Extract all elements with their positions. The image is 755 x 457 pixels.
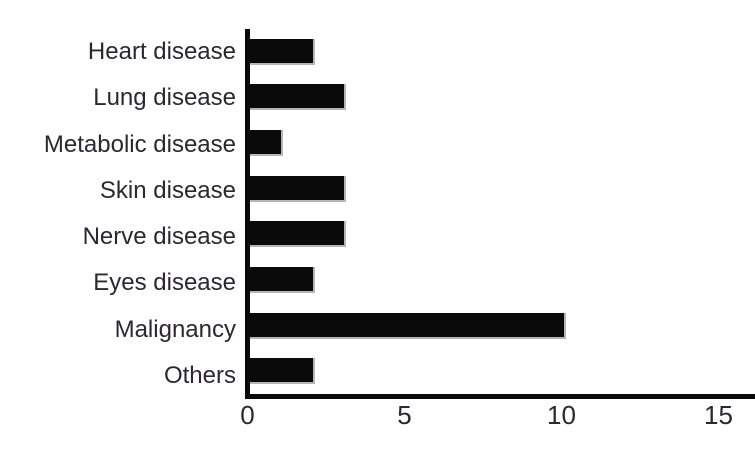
- category-label: Heart disease: [87, 38, 236, 66]
- bar-row: [250, 120, 755, 166]
- bar: [250, 221, 347, 248]
- x-tick-label: 10: [547, 400, 576, 430]
- bar: [250, 38, 315, 65]
- x-axis-ticks: 0 5 10 15: [240, 399, 755, 435]
- category-labels: Heart disease Lung disease Metabolic disea…: [40, 29, 245, 399]
- bar: [250, 84, 347, 111]
- bar-row: [250, 348, 755, 394]
- x-tick-label: 0: [240, 400, 255, 430]
- bar: [250, 358, 315, 385]
- bar: [250, 130, 284, 157]
- bar: [250, 175, 347, 202]
- chart-body: Heart disease Lung disease Metabolic disea…: [40, 29, 755, 399]
- bar-row: [250, 257, 755, 303]
- category-label: Others: [163, 361, 236, 389]
- category-label: Nerve disease: [82, 223, 236, 251]
- category-label: Eyes disease: [93, 269, 236, 297]
- category-label: Lung disease: [93, 84, 236, 112]
- bar-row: [250, 75, 755, 121]
- bar-row: [250, 303, 755, 349]
- plot-area: [245, 29, 755, 399]
- bar-row: [250, 212, 755, 258]
- category-label: Skin disease: [99, 176, 236, 204]
- horizontal-bar-chart: Heart disease Lung disease Metabolic disea…: [40, 16, 755, 441]
- bar-row: [250, 29, 755, 75]
- bar: [250, 312, 566, 339]
- x-tick-label: 15: [704, 400, 733, 430]
- bar-row: [250, 166, 755, 212]
- category-label: Malignancy: [114, 315, 236, 343]
- category-label: Metabolic disease: [43, 130, 236, 158]
- x-tick-label: 5: [397, 400, 412, 430]
- bar: [250, 266, 315, 293]
